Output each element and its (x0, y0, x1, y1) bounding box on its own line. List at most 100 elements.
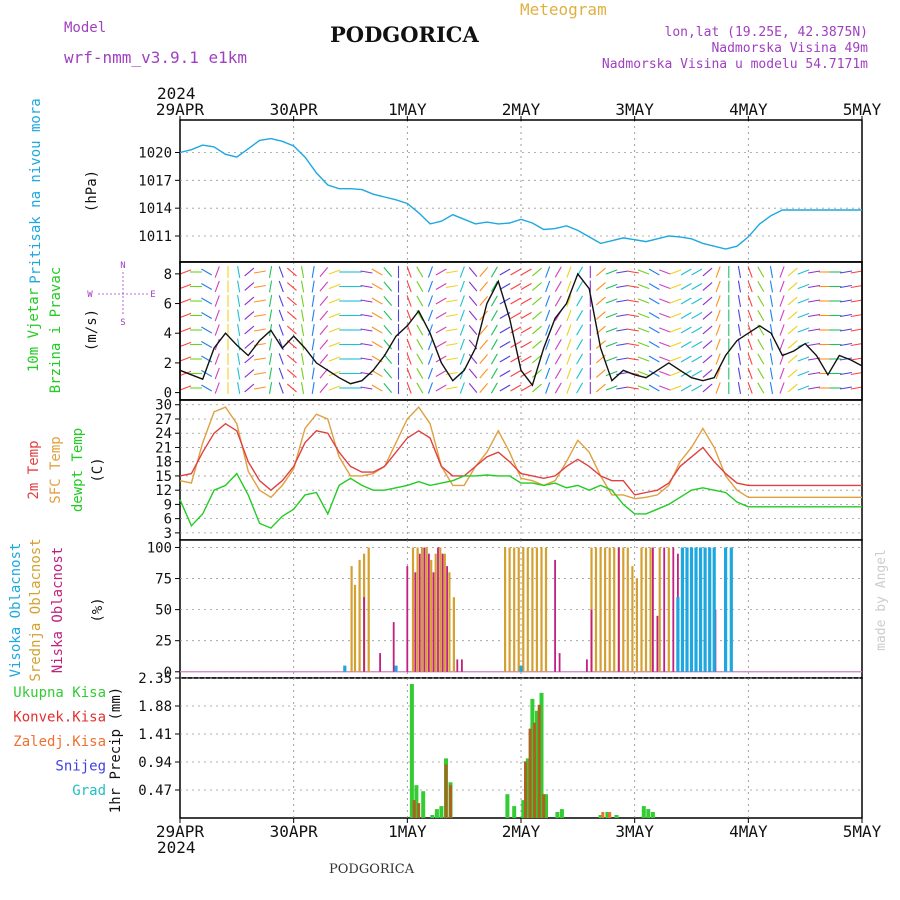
wind-arrow (532, 282, 542, 291)
wind-arrow (840, 357, 852, 361)
cloud-bar-0 (649, 547, 652, 672)
wind-arrow (268, 266, 273, 278)
y-tick-label: 1020 (138, 145, 172, 161)
cloud-bar-1 (418, 553, 421, 672)
wind-arrow (237, 338, 241, 351)
cloud-bar-0 (658, 547, 661, 672)
wind-arrow (416, 382, 424, 394)
wind-arrow (490, 339, 498, 350)
wind-arrow (311, 338, 315, 351)
wind-arrow (286, 282, 297, 291)
wind-arrow (468, 281, 478, 292)
y-tick-label: 1.41 (138, 727, 172, 743)
day-label-top: 5MAY (843, 100, 882, 119)
wind-arrow (371, 283, 383, 290)
year-label-top: 2024 (157, 84, 196, 103)
wind-arrow (808, 371, 821, 376)
wind-arrow (757, 266, 765, 278)
wind-arrow (702, 311, 713, 320)
series-line-2-2 (179, 472, 862, 529)
wind-arrow (435, 355, 447, 363)
cloud-bar-0 (635, 578, 638, 672)
wind-arrow (237, 353, 241, 365)
wind-arrow (244, 267, 255, 277)
wind-arrow (715, 382, 721, 394)
wind-arrow (797, 370, 810, 377)
wind-arrow (605, 298, 618, 304)
cloud-bar-0 (504, 547, 507, 672)
wind-arrow (691, 312, 703, 319)
cloud-bar-0 (452, 597, 455, 672)
cloud-bar-2 (680, 547, 684, 672)
y-tick-label: 100 (147, 540, 172, 556)
wind-arrow (268, 382, 273, 394)
wind-arrow (311, 266, 315, 278)
precip-bar-2 (608, 812, 612, 818)
wind-arrow (499, 341, 511, 348)
wind-arrow (737, 324, 742, 336)
wind-arrow (595, 282, 606, 291)
precip-bar-1 (449, 785, 452, 818)
wind-arrow (360, 328, 373, 332)
wind-arrow (669, 283, 682, 290)
wind-arrow (637, 312, 650, 319)
y-axis-unit: (m/s) (84, 309, 100, 351)
wind-arrow (616, 313, 629, 318)
wind-arrow (445, 313, 458, 318)
precip-bar-0 (614, 815, 619, 818)
page-title: PODGORICA (330, 22, 479, 47)
day-label-bottom: 3MAY (615, 822, 654, 841)
wind-arrow (468, 296, 478, 306)
y-tick-label: 8 (164, 267, 172, 283)
precip-bar-0 (641, 806, 646, 818)
cloud-bar-0 (517, 547, 520, 672)
precip-bar-1 (537, 704, 541, 818)
wind-arrow (459, 338, 465, 351)
y-tick-label: 12 (155, 483, 172, 499)
wind-arrow (840, 371, 852, 376)
wind-arrow (300, 353, 305, 365)
wind-arrow (435, 384, 447, 392)
wind-arrow (566, 266, 572, 278)
wind-arrow (490, 382, 498, 394)
cloud-bar-2 (699, 547, 703, 672)
wind-arrow (680, 297, 692, 305)
wind-arrow (278, 266, 284, 278)
wind-arrow (520, 341, 532, 348)
wind-arrow (416, 353, 424, 365)
legend-item: Konvek.Kisa (13, 710, 106, 726)
cloud-bar-2 (343, 665, 347, 672)
wind-arrow (319, 383, 329, 393)
wind-arrow (237, 367, 241, 380)
wind-arrow (360, 371, 373, 376)
precip-bar-0 (650, 812, 655, 818)
y-tick-label: 30 (155, 398, 172, 414)
cloud-bar-2 (724, 547, 728, 672)
wind-arrow (179, 298, 192, 304)
y-axis-unit: (%) (90, 597, 106, 622)
wind-arrow (416, 368, 424, 379)
wind-arrow (179, 327, 192, 333)
wind-arrow (787, 383, 798, 393)
wind-arrow (691, 341, 703, 348)
wind-arrow (445, 371, 458, 376)
wind-arrow (840, 342, 852, 347)
wind-arrow (626, 299, 639, 303)
wind-arrow (626, 357, 639, 361)
wind-arrow (360, 284, 373, 289)
wind-arrow (286, 267, 297, 277)
y-axis-label: 1hr Precip (mm) (108, 687, 124, 813)
wind-arrow (237, 309, 241, 322)
day-label-top: 3MAY (615, 100, 654, 119)
cloud-bar-1 (428, 553, 430, 672)
wind-arrow (479, 296, 489, 306)
wind-arrow (769, 309, 774, 322)
wind-arrow (406, 367, 412, 380)
wind-arrow (520, 268, 532, 276)
wind-arrow (737, 382, 742, 394)
wind-arrow (360, 357, 373, 361)
wind-arrow (747, 295, 753, 307)
wind-arrow (808, 313, 821, 318)
wind-arrow (520, 312, 532, 319)
